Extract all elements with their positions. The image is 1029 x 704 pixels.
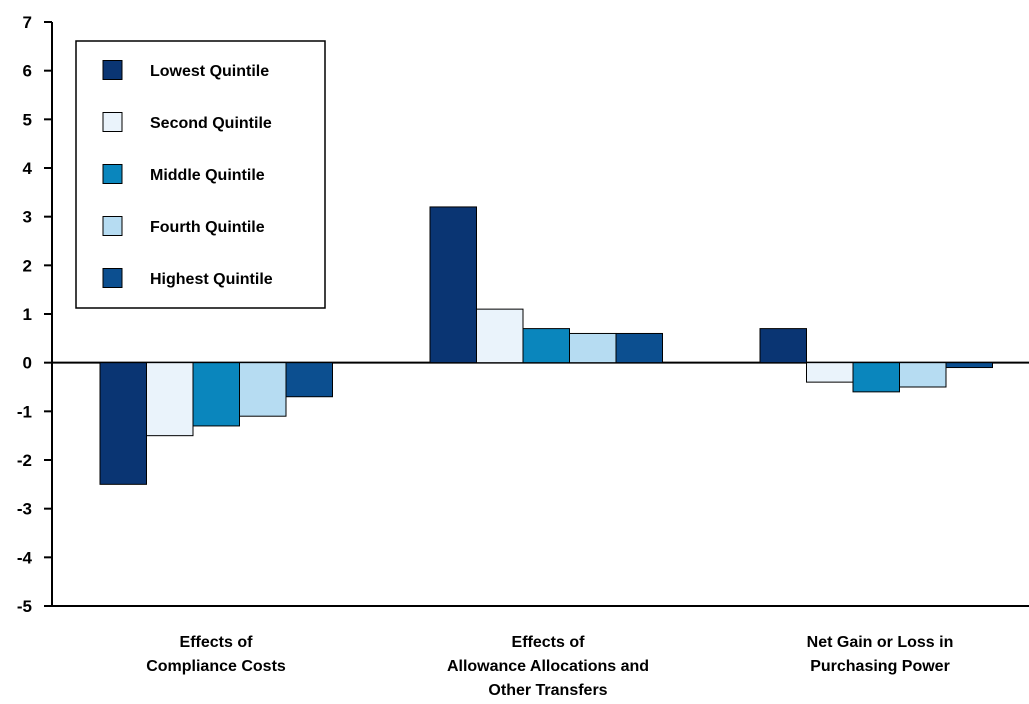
bar (476, 308, 524, 364)
category-label: Net Gain or Loss in (807, 634, 954, 651)
bar (99, 362, 147, 485)
y-tick-label: 4 (23, 159, 33, 178)
bar (852, 362, 900, 393)
legend-label: Second Quintile (150, 115, 272, 132)
legend-swatch (102, 112, 123, 132)
legend-swatch (102, 216, 123, 236)
y-tick-label: -3 (17, 500, 32, 519)
legend-label: Highest Quintile (150, 271, 273, 288)
y-tick-label: -4 (17, 548, 33, 567)
legend-label: Lowest Quintile (150, 63, 269, 80)
category-label: Effects of (512, 634, 586, 651)
bar (806, 362, 854, 383)
y-tick-label: 5 (23, 110, 32, 129)
category-label: Other Transfers (488, 682, 607, 699)
bar (429, 206, 477, 364)
bar (615, 332, 663, 364)
y-tick-label: 1 (23, 305, 32, 324)
bar (146, 362, 194, 437)
bar (569, 332, 617, 364)
y-tick-labels: 7 6 5 4 3 2 1 0 -1 -2 -3 -4 -5 (17, 13, 33, 616)
bar (285, 362, 333, 398)
category-label: Effects of (180, 634, 254, 651)
category-label: Purchasing Power (810, 658, 950, 675)
legend-swatch (102, 60, 123, 80)
bar (239, 362, 287, 417)
bars (99, 206, 993, 485)
y-tick-label: -1 (17, 402, 32, 421)
y-tick-label: -5 (17, 597, 32, 616)
y-tick-label: 2 (23, 256, 32, 275)
y-tick-label: 7 (23, 13, 32, 32)
category-label: Allowance Allocations and (447, 658, 649, 675)
legend-label: Fourth Quintile (150, 219, 265, 236)
bar (759, 328, 807, 364)
y-tick-label: 6 (23, 62, 32, 81)
legend: Lowest Quintile Second Quintile Middle Qui… (75, 40, 326, 309)
bar (945, 362, 993, 369)
category-label: Compliance Costs (146, 658, 286, 675)
y-tick-label: -2 (17, 451, 32, 470)
bar (192, 362, 240, 427)
y-tick-label: 0 (23, 354, 32, 373)
y-tick-label: 3 (23, 208, 32, 227)
legend-swatch (102, 164, 123, 184)
category-labels: Effects of Compliance Costs Effects of Allo… (146, 634, 953, 699)
legend-swatch (102, 268, 123, 288)
legend-label: Middle Quintile (150, 167, 265, 184)
bar (899, 362, 947, 388)
bar (522, 328, 570, 364)
